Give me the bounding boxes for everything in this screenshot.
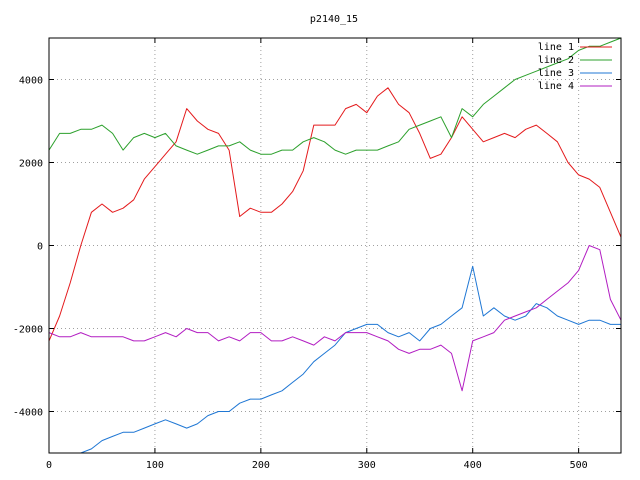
series-line-1 bbox=[48, 87, 622, 342]
legend-label-4: line 4 bbox=[538, 81, 574, 92]
y-tick-label: 0 bbox=[37, 242, 43, 253]
legend-label-1: line 1 bbox=[538, 42, 574, 53]
plot-frame bbox=[48, 37, 622, 454]
y-tick-label: -4000 bbox=[13, 408, 43, 419]
series-line-2 bbox=[48, 37, 622, 155]
y-tick-label: 4000 bbox=[19, 76, 43, 87]
legend-label-2: line 2 bbox=[538, 55, 574, 66]
legend-label-3: line 3 bbox=[538, 68, 574, 79]
x-tick-label: 500 bbox=[570, 460, 588, 471]
legend: line 1 line 2 line 3 line 4 bbox=[538, 42, 612, 92]
y-tick-label: -2000 bbox=[13, 325, 43, 336]
x-tick-label: 200 bbox=[252, 460, 270, 471]
x-tick-label: 300 bbox=[358, 460, 376, 471]
chart-title: p2140_15 bbox=[310, 14, 358, 25]
series-line-3 bbox=[49, 265, 621, 454]
grid bbox=[49, 38, 621, 453]
x-tick-label: 400 bbox=[464, 460, 482, 471]
y-tick-label: 2000 bbox=[19, 159, 43, 170]
axis-ticks: 0 100 200 300 400 500 -4000 -2000 0 2000 4000 bbox=[13, 38, 621, 471]
x-tick-label: 100 bbox=[146, 460, 164, 471]
series-layer bbox=[48, 37, 622, 454]
series-line-4 bbox=[48, 245, 622, 392]
x-tick-label: 0 bbox=[46, 460, 52, 471]
